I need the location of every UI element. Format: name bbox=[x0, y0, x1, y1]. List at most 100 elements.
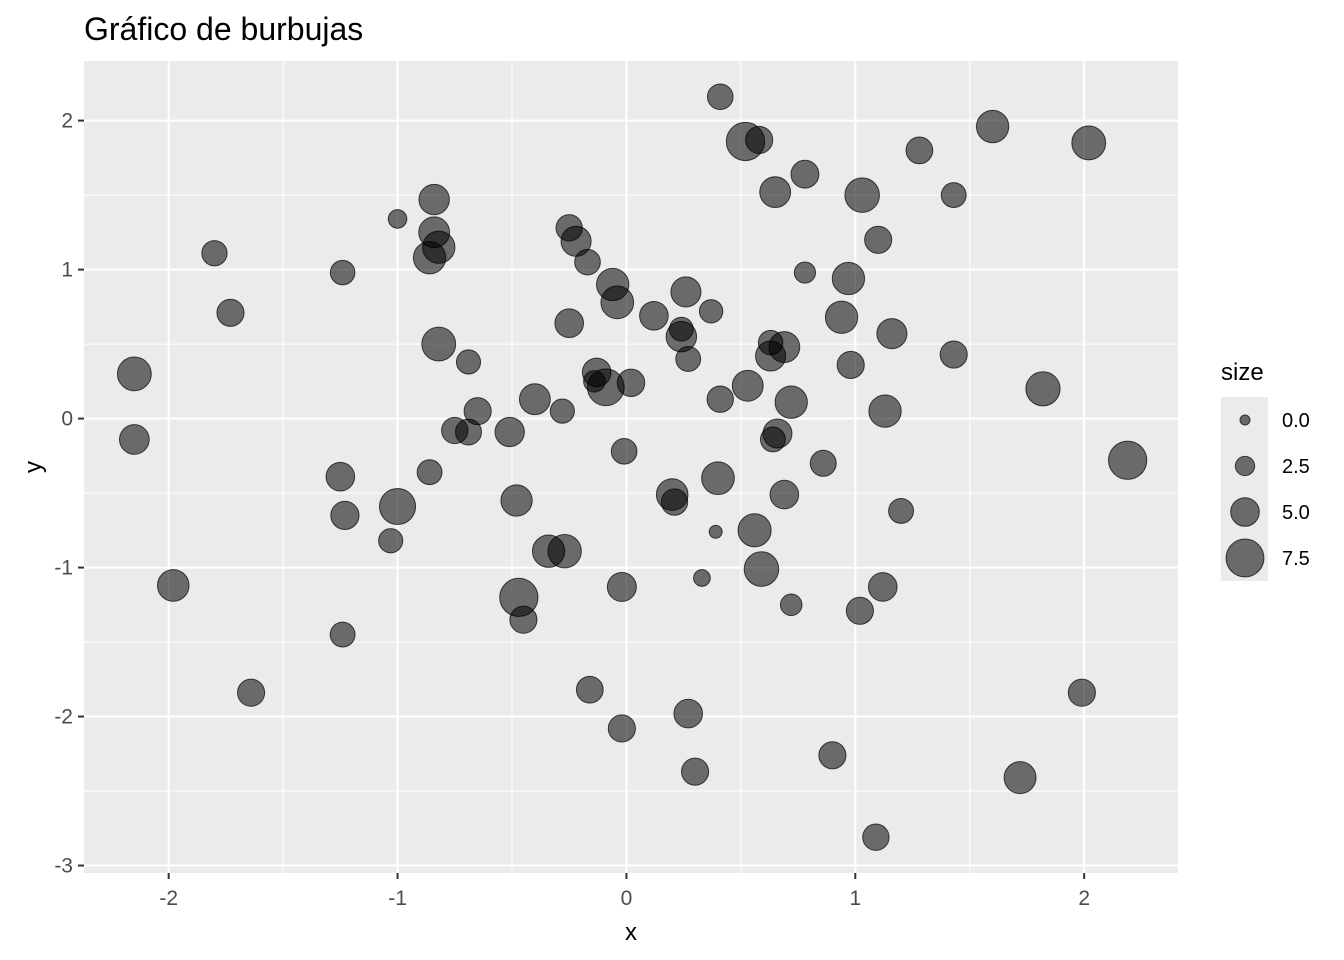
bubble-point bbox=[500, 484, 533, 517]
bubble-point bbox=[670, 276, 702, 308]
plot-panel bbox=[84, 61, 1178, 873]
bubble-point bbox=[731, 369, 764, 402]
x-axis: -2 -1 0 1 2 bbox=[159, 873, 1090, 910]
legend-label: 2.5 bbox=[1282, 456, 1310, 478]
legend-items: 0.0 2.5 5.0 7.5 bbox=[1225, 410, 1310, 578]
bubble-point bbox=[836, 350, 865, 379]
bubble-point bbox=[607, 714, 636, 743]
bubble-point bbox=[378, 528, 404, 554]
bubble-point bbox=[755, 340, 787, 372]
bubble-point bbox=[575, 675, 604, 704]
bubble-point bbox=[790, 159, 820, 189]
bubble-point bbox=[330, 500, 360, 531]
legend-label: 0.0 bbox=[1282, 410, 1310, 432]
bubble-point bbox=[518, 383, 551, 416]
bubble-point bbox=[698, 299, 724, 324]
legend-key-symbol bbox=[1225, 538, 1265, 578]
bubble-point bbox=[379, 487, 417, 526]
bubble-point bbox=[809, 449, 837, 477]
major-gridlines bbox=[84, 61, 1178, 873]
bubble-point bbox=[975, 109, 1010, 144]
bubble-point bbox=[329, 621, 356, 648]
bubble-point bbox=[844, 177, 880, 213]
bubble-point bbox=[416, 459, 443, 486]
bubble-point bbox=[600, 285, 635, 320]
x-tick-label: 1 bbox=[849, 887, 861, 910]
y-tick-label: 2 bbox=[61, 110, 73, 133]
bubble-point bbox=[216, 298, 245, 327]
bubble-point bbox=[862, 823, 890, 851]
legend-key-symbol bbox=[1234, 455, 1256, 477]
bubble-point bbox=[494, 416, 525, 448]
x-axis-title: x bbox=[625, 919, 637, 946]
x-tick-label: -2 bbox=[159, 887, 178, 910]
bubble-point bbox=[1003, 761, 1037, 795]
bubble-point bbox=[693, 569, 711, 587]
bubble-point bbox=[706, 385, 734, 413]
bubble-point bbox=[455, 418, 483, 446]
bubble-point bbox=[940, 182, 967, 209]
bubble-point bbox=[660, 488, 689, 516]
y-axis-title: y bbox=[20, 461, 47, 473]
bubble-point bbox=[1108, 440, 1148, 480]
bubble-point bbox=[759, 176, 792, 209]
bubble-point bbox=[574, 248, 601, 276]
legend-key-symbol bbox=[1230, 497, 1260, 527]
bubble-point bbox=[547, 533, 582, 569]
bubble-point bbox=[888, 498, 915, 524]
bubble-point bbox=[759, 426, 786, 453]
y-axis: -3 -2 -1 0 1 2 bbox=[54, 110, 84, 878]
y-tick-label: -3 bbox=[54, 855, 73, 878]
bubble-point bbox=[774, 385, 808, 419]
bubble-point bbox=[745, 125, 774, 155]
bubble-point bbox=[639, 300, 669, 331]
bubble-point bbox=[939, 340, 968, 369]
bubble-point bbox=[876, 318, 908, 350]
bubble-point bbox=[509, 605, 538, 634]
legend-label: 5.0 bbox=[1282, 502, 1310, 524]
bubble-point bbox=[673, 698, 704, 729]
bubble-point bbox=[610, 438, 638, 465]
bubble-point bbox=[706, 83, 734, 111]
bubble-point bbox=[418, 183, 450, 216]
bubble-point bbox=[737, 513, 772, 548]
bubble-point bbox=[616, 368, 646, 398]
bubble-point bbox=[675, 346, 702, 372]
size-legend: size 0.0 2.5 5.0 7.5 bbox=[1221, 359, 1310, 581]
y-tick-label: 1 bbox=[61, 259, 73, 282]
legend-key-symbol bbox=[1239, 414, 1251, 426]
bubble-point bbox=[455, 349, 482, 375]
bubble-point bbox=[864, 225, 893, 254]
bubble-point bbox=[818, 741, 847, 770]
bubble-point bbox=[421, 326, 457, 362]
bubble-point bbox=[824, 300, 859, 334]
bubble-point bbox=[845, 596, 874, 625]
bubble-point bbox=[118, 424, 150, 455]
bubble-point bbox=[779, 593, 803, 617]
bubble-point bbox=[1025, 371, 1061, 407]
bubble-point bbox=[116, 356, 152, 392]
bubble-point bbox=[412, 241, 447, 275]
chart-title: Gráfico de burbujas bbox=[84, 11, 363, 47]
legend-title: size bbox=[1221, 359, 1264, 386]
bubble-point bbox=[708, 524, 723, 539]
bubble-point bbox=[329, 259, 356, 286]
bubble-point bbox=[237, 678, 266, 707]
x-tick-label: -1 bbox=[388, 887, 407, 910]
x-tick-label: 2 bbox=[1078, 887, 1090, 910]
bubble-point bbox=[387, 209, 408, 229]
legend-label: 7.5 bbox=[1282, 548, 1310, 570]
minor-gridlines bbox=[84, 61, 1178, 873]
bubble-point bbox=[156, 569, 190, 602]
bubble-point bbox=[769, 479, 800, 510]
bubble-point bbox=[325, 461, 356, 492]
bubble-point bbox=[867, 572, 898, 602]
bubble-points bbox=[116, 83, 1148, 851]
y-tick-label: -1 bbox=[54, 557, 73, 580]
bubble-point bbox=[1067, 678, 1096, 707]
bubble-point bbox=[743, 551, 780, 587]
bubble-point bbox=[554, 308, 585, 339]
bubble-point bbox=[831, 261, 866, 296]
x-tick-label: 0 bbox=[621, 887, 633, 910]
